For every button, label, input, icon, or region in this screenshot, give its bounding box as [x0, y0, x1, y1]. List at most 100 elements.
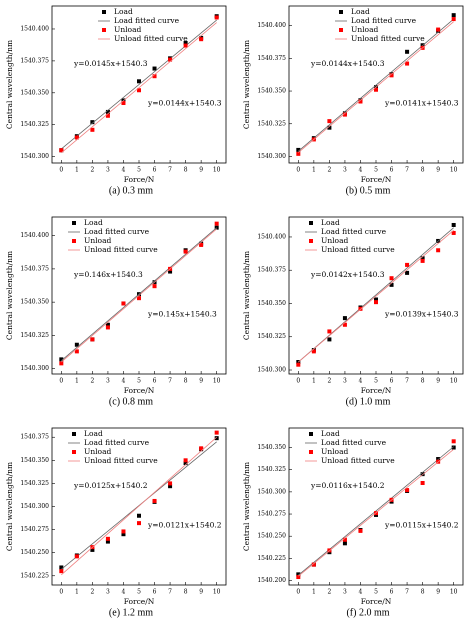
y-tick-label: 1540.375	[20, 434, 49, 441]
x-tick-label: 2	[90, 589, 94, 596]
x-tick-label: 9	[436, 378, 440, 385]
data-point	[327, 329, 332, 334]
legend-swatch	[72, 221, 76, 225]
x-tick-label: 1	[75, 167, 79, 174]
data-point	[451, 445, 456, 450]
data-point	[327, 337, 332, 342]
data-point	[214, 221, 219, 226]
data-point	[137, 521, 141, 526]
data-point	[168, 57, 173, 62]
x-tick-label: 4	[122, 589, 126, 596]
data-point	[59, 361, 64, 366]
equation: y=0.145x+1540.3	[147, 309, 217, 318]
x-axis-label: Force/N	[124, 597, 155, 606]
y-tick-label: 1540.300	[257, 153, 286, 160]
legend-label: Unload	[84, 447, 112, 456]
x-axis-label: Force/N	[361, 386, 392, 395]
y-tick-label: 1540.250	[257, 533, 286, 540]
equation: y=0.0141x+1540.3	[384, 98, 459, 107]
data-point	[405, 61, 410, 66]
legend-swatch	[309, 239, 313, 243]
data-point	[105, 322, 110, 327]
y-tick-label: 1540.300	[257, 367, 286, 374]
data-point	[59, 357, 64, 362]
data-point	[199, 242, 204, 247]
x-tick-label: 0	[59, 167, 63, 174]
data-point	[358, 306, 363, 311]
fit-line	[61, 19, 217, 150]
x-tick-label: 1	[312, 589, 316, 596]
data-point	[168, 269, 173, 274]
y-tick-label: 1540.325	[20, 332, 49, 339]
panel: 1540.300 1540.325 1540.350 1540.375 1540.400…	[242, 5, 464, 196]
fit-line	[61, 227, 217, 361]
x-tick-label: 4	[359, 167, 363, 174]
x-tick-label: 10	[213, 167, 221, 174]
x-tick-label: 6	[390, 378, 394, 385]
data-point	[168, 481, 173, 486]
x-tick-label: 8	[184, 378, 188, 385]
legend-label: Unload fitted curve	[321, 245, 395, 254]
x-tick-label: 8	[421, 589, 425, 596]
caption: (b) 0.5 mm	[346, 185, 391, 196]
equation: y=0.0145x+1540.3	[73, 59, 148, 68]
data-point	[199, 37, 204, 42]
data-point	[90, 337, 95, 342]
data-point	[152, 66, 157, 71]
equation: y=0.0116x+1540.2	[310, 481, 385, 490]
x-tick-label: 1	[75, 378, 79, 385]
data-point	[121, 101, 126, 106]
caption: (f) 2.0 mm	[346, 607, 389, 618]
y-tick-label: 1540.275	[20, 526, 49, 533]
data-point	[183, 458, 188, 463]
legend-swatch	[309, 450, 313, 454]
data-point	[327, 125, 332, 130]
legend-label: Unload	[321, 236, 349, 245]
y-tick-label: 1540.375	[257, 267, 286, 274]
x-tick-label: 8	[184, 589, 188, 596]
x-tick-label: 6	[153, 167, 157, 174]
caption: (e) 1.2 mm	[109, 607, 153, 618]
data-point	[342, 322, 347, 327]
y-axis-label: Central wavelength/nm	[5, 40, 14, 129]
y-tick-label: 1540.300	[20, 503, 49, 510]
y-axis-label: Central wavelength/nm	[5, 251, 14, 340]
equation: y=0.146x+1540.3	[73, 270, 143, 279]
legend-label: Unload	[114, 25, 142, 34]
equation: y=0.0115x+1540.2	[384, 520, 459, 529]
data-point	[168, 484, 173, 489]
data-point	[296, 147, 301, 152]
x-tick-label: 9	[199, 378, 203, 385]
data-point	[90, 120, 95, 125]
x-axis-label: Force/N	[124, 386, 155, 395]
x-tick-label: 3	[106, 167, 110, 174]
y-tick-label: 1540.400	[257, 233, 286, 240]
y-tick-label: 1540.225	[20, 572, 49, 579]
x-tick-label: 5	[374, 378, 378, 385]
data-point	[451, 222, 456, 227]
equation: y=0.0125x+1540.2	[73, 481, 148, 490]
legend-label: Load	[321, 429, 340, 438]
fit-line	[61, 22, 217, 154]
equation: y=0.0139x+1540.3	[384, 309, 459, 318]
data-point	[451, 17, 456, 22]
data-point	[342, 112, 347, 117]
legend-label: Unload fitted curve	[84, 245, 158, 254]
legend-label: Unload fitted curve	[84, 456, 158, 465]
y-tick-label: 1540.200	[257, 577, 286, 584]
fit-line	[298, 229, 454, 363]
fit-line	[61, 228, 217, 363]
data-point	[183, 41, 188, 46]
x-tick-label: 10	[450, 589, 458, 596]
data-point	[296, 575, 301, 580]
y-tick-label: 1540.400	[20, 232, 49, 239]
x-tick-label: 0	[296, 378, 300, 385]
x-tick-label: 4	[359, 589, 363, 596]
x-tick-label: 0	[296, 589, 300, 596]
fit-line	[298, 18, 454, 152]
x-tick-label: 10	[213, 378, 221, 385]
x-tick-label: 1	[75, 589, 79, 596]
y-tick-label: 1540.350	[257, 300, 286, 307]
equation: y=0.0142x+1540.3	[310, 270, 385, 279]
y-tick-label: 1540.375	[20, 265, 49, 272]
